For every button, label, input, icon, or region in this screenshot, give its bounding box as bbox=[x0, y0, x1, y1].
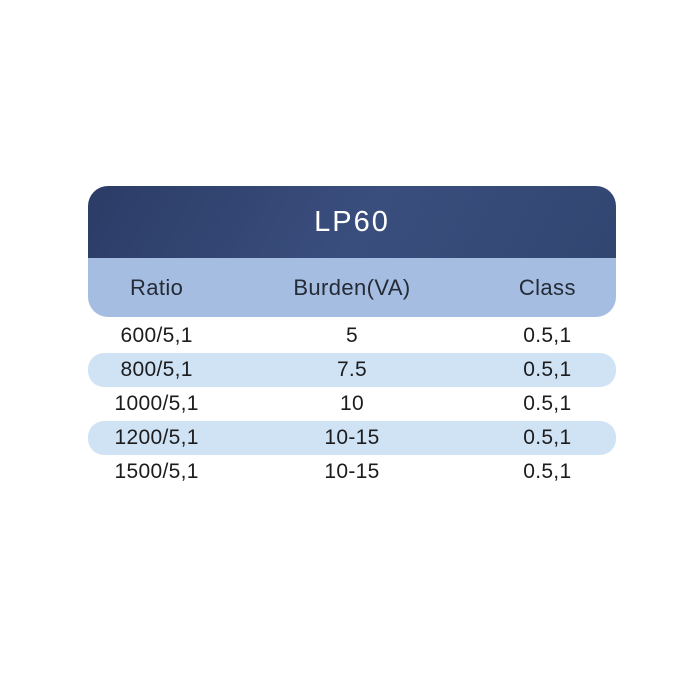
cell-burden: 10-15 bbox=[324, 426, 380, 449]
table-row: 1200/5,1 10-15 0.5,1 bbox=[88, 421, 616, 455]
table-row: 800/5,1 7.5 0.5,1 bbox=[88, 353, 616, 387]
table-row: 600/5,1 5 0.5,1 bbox=[88, 319, 616, 353]
cell-ratio: 1000/5,1 bbox=[114, 392, 199, 415]
cell-ratio: 800/5,1 bbox=[120, 358, 193, 381]
cell-burden: 5 bbox=[345, 324, 358, 347]
cell-burden: 10 bbox=[340, 392, 364, 415]
column-header-row: Ratio Burden(VA) Class bbox=[88, 258, 616, 317]
table-title: LP60 bbox=[314, 205, 390, 238]
cell-class: 0.5,1 bbox=[523, 460, 572, 483]
column-header-ratio: Ratio bbox=[129, 274, 184, 300]
cell-ratio: 600/5,1 bbox=[120, 324, 193, 347]
cell-burden: 7.5 bbox=[336, 358, 368, 381]
cell-class: 0.5,1 bbox=[523, 426, 572, 449]
cell-burden: 10-15 bbox=[324, 460, 380, 483]
cell-ratio: 1500/5,1 bbox=[114, 460, 199, 483]
table-row: 1000/5,1 10 0.5,1 bbox=[88, 387, 616, 421]
column-header-burden: Burden(VA) bbox=[293, 274, 411, 300]
cell-class: 0.5,1 bbox=[523, 392, 572, 415]
column-header-class: Class bbox=[518, 274, 576, 300]
cell-class: 0.5,1 bbox=[523, 324, 572, 347]
table-row: 1500/5,1 10-15 0.5,1 bbox=[88, 455, 616, 489]
table-body: 600/5,1 5 0.5,1 800/5,1 7.5 0.5,1 1000/5… bbox=[88, 319, 616, 489]
spec-table-card: LP60 Ratio Burden(VA) Class 600/5,1 5 0.… bbox=[88, 186, 616, 489]
cell-class: 0.5,1 bbox=[523, 358, 572, 381]
cell-ratio: 1200/5,1 bbox=[114, 426, 199, 449]
table-title-bar: LP60 bbox=[88, 186, 616, 258]
